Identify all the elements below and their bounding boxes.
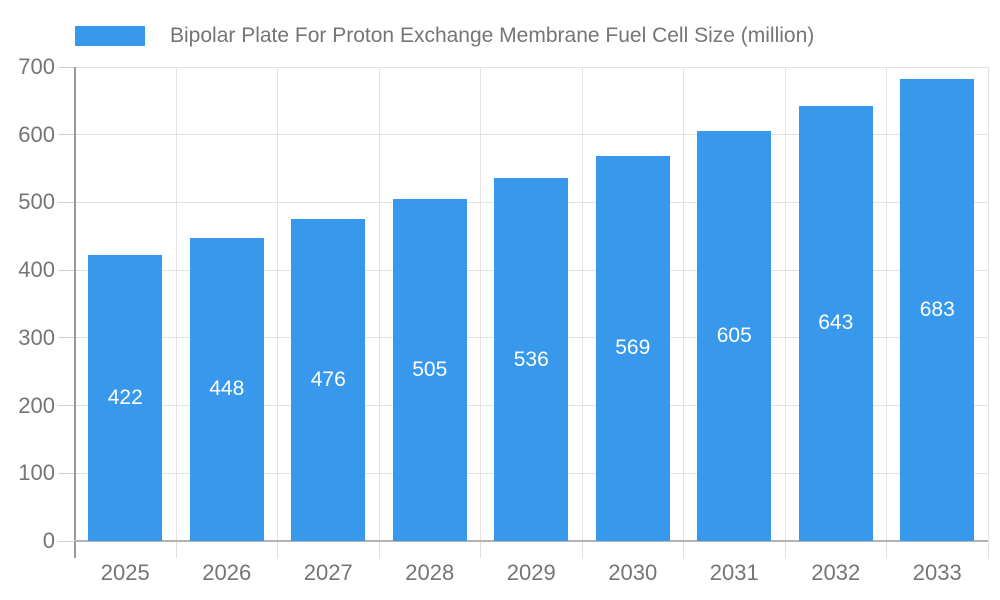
y-axis-tick [58,269,75,271]
x-axis-label: 2029 [506,560,556,585]
gridline-vertical [784,67,786,541]
y-axis-tick [58,66,75,68]
bar-value-label: 643 [818,311,854,335]
x-axis-tick [175,541,177,558]
bar-value-label: 605 [716,324,752,348]
bar-2031[interactable] [697,131,772,541]
gridline-vertical [277,67,278,541]
bar-2033[interactable] [900,78,975,541]
bar-2028[interactable] [392,199,467,541]
y-axis-tick [58,540,75,542]
y-axis-label: 500 [18,189,55,215]
legend-label: Bipolar Plate For Proton Exchange Membra… [170,24,815,47]
y-axis-label: 400 [18,257,55,283]
gridline-vertical [480,67,481,541]
y-axis-tick [58,405,75,407]
x-axis-tick [987,541,989,558]
x-axis-label: 2026 [202,560,252,585]
gridline-horizontal [74,134,988,136]
x-axis-tick [277,541,278,558]
bar-2030[interactable] [595,155,670,541]
x-axis-label: 2027 [303,560,353,585]
bar-value-label: 683 [919,297,955,321]
legend-swatch [75,26,145,46]
y-axis-tick [58,134,75,136]
x-axis-tick [784,541,786,558]
bar-value-label: 569 [615,336,651,360]
bar-2029[interactable] [494,178,569,541]
x-axis-label: 2028 [405,560,455,585]
bar-2025[interactable] [88,255,163,541]
bar-value-label: 536 [513,347,549,371]
x-axis-label: 2031 [709,560,759,585]
x-axis-label: 2032 [811,560,861,585]
bar-value-label: 505 [412,358,448,382]
gridline-vertical [683,67,684,541]
x-axis-tick [480,541,481,558]
gridline-vertical [581,67,583,541]
y-axis-tick [58,472,75,474]
x-axis-tick [581,541,583,558]
legend-item[interactable]: Bipolar Plate For Proton Exchange Membra… [75,24,814,48]
y-axis-tick [58,201,75,203]
bar-2027[interactable] [291,218,366,541]
gridline-vertical [886,67,887,541]
x-axis-tick [886,541,887,558]
bar-value-label: 476 [310,367,346,391]
y-axis-tick [58,337,75,339]
gridline-vertical [987,67,989,541]
y-axis-label: 200 [18,392,55,418]
y-axis-label: 0 [42,528,55,553]
bar-value-label: 448 [209,377,245,401]
bar-value-label: 422 [107,386,143,410]
x-axis-label: 2033 [912,560,962,585]
y-axis-label: 600 [18,121,55,147]
x-axis-label: 2030 [608,560,658,585]
y-axis-label: 700 [18,54,55,79]
gridline-vertical [175,67,177,541]
bar-2032[interactable] [798,105,873,541]
x-axis-tick [683,541,684,558]
y-axis-label: 100 [18,460,55,486]
x-axis-line [73,540,988,542]
gridline-vertical [378,67,380,541]
gridline-horizontal [74,66,988,68]
y-axis-line [73,67,76,558]
bar-2026[interactable] [189,237,264,541]
x-axis-tick [378,541,380,558]
x-axis-label: 2025 [100,560,150,585]
y-axis-label: 300 [18,324,55,350]
